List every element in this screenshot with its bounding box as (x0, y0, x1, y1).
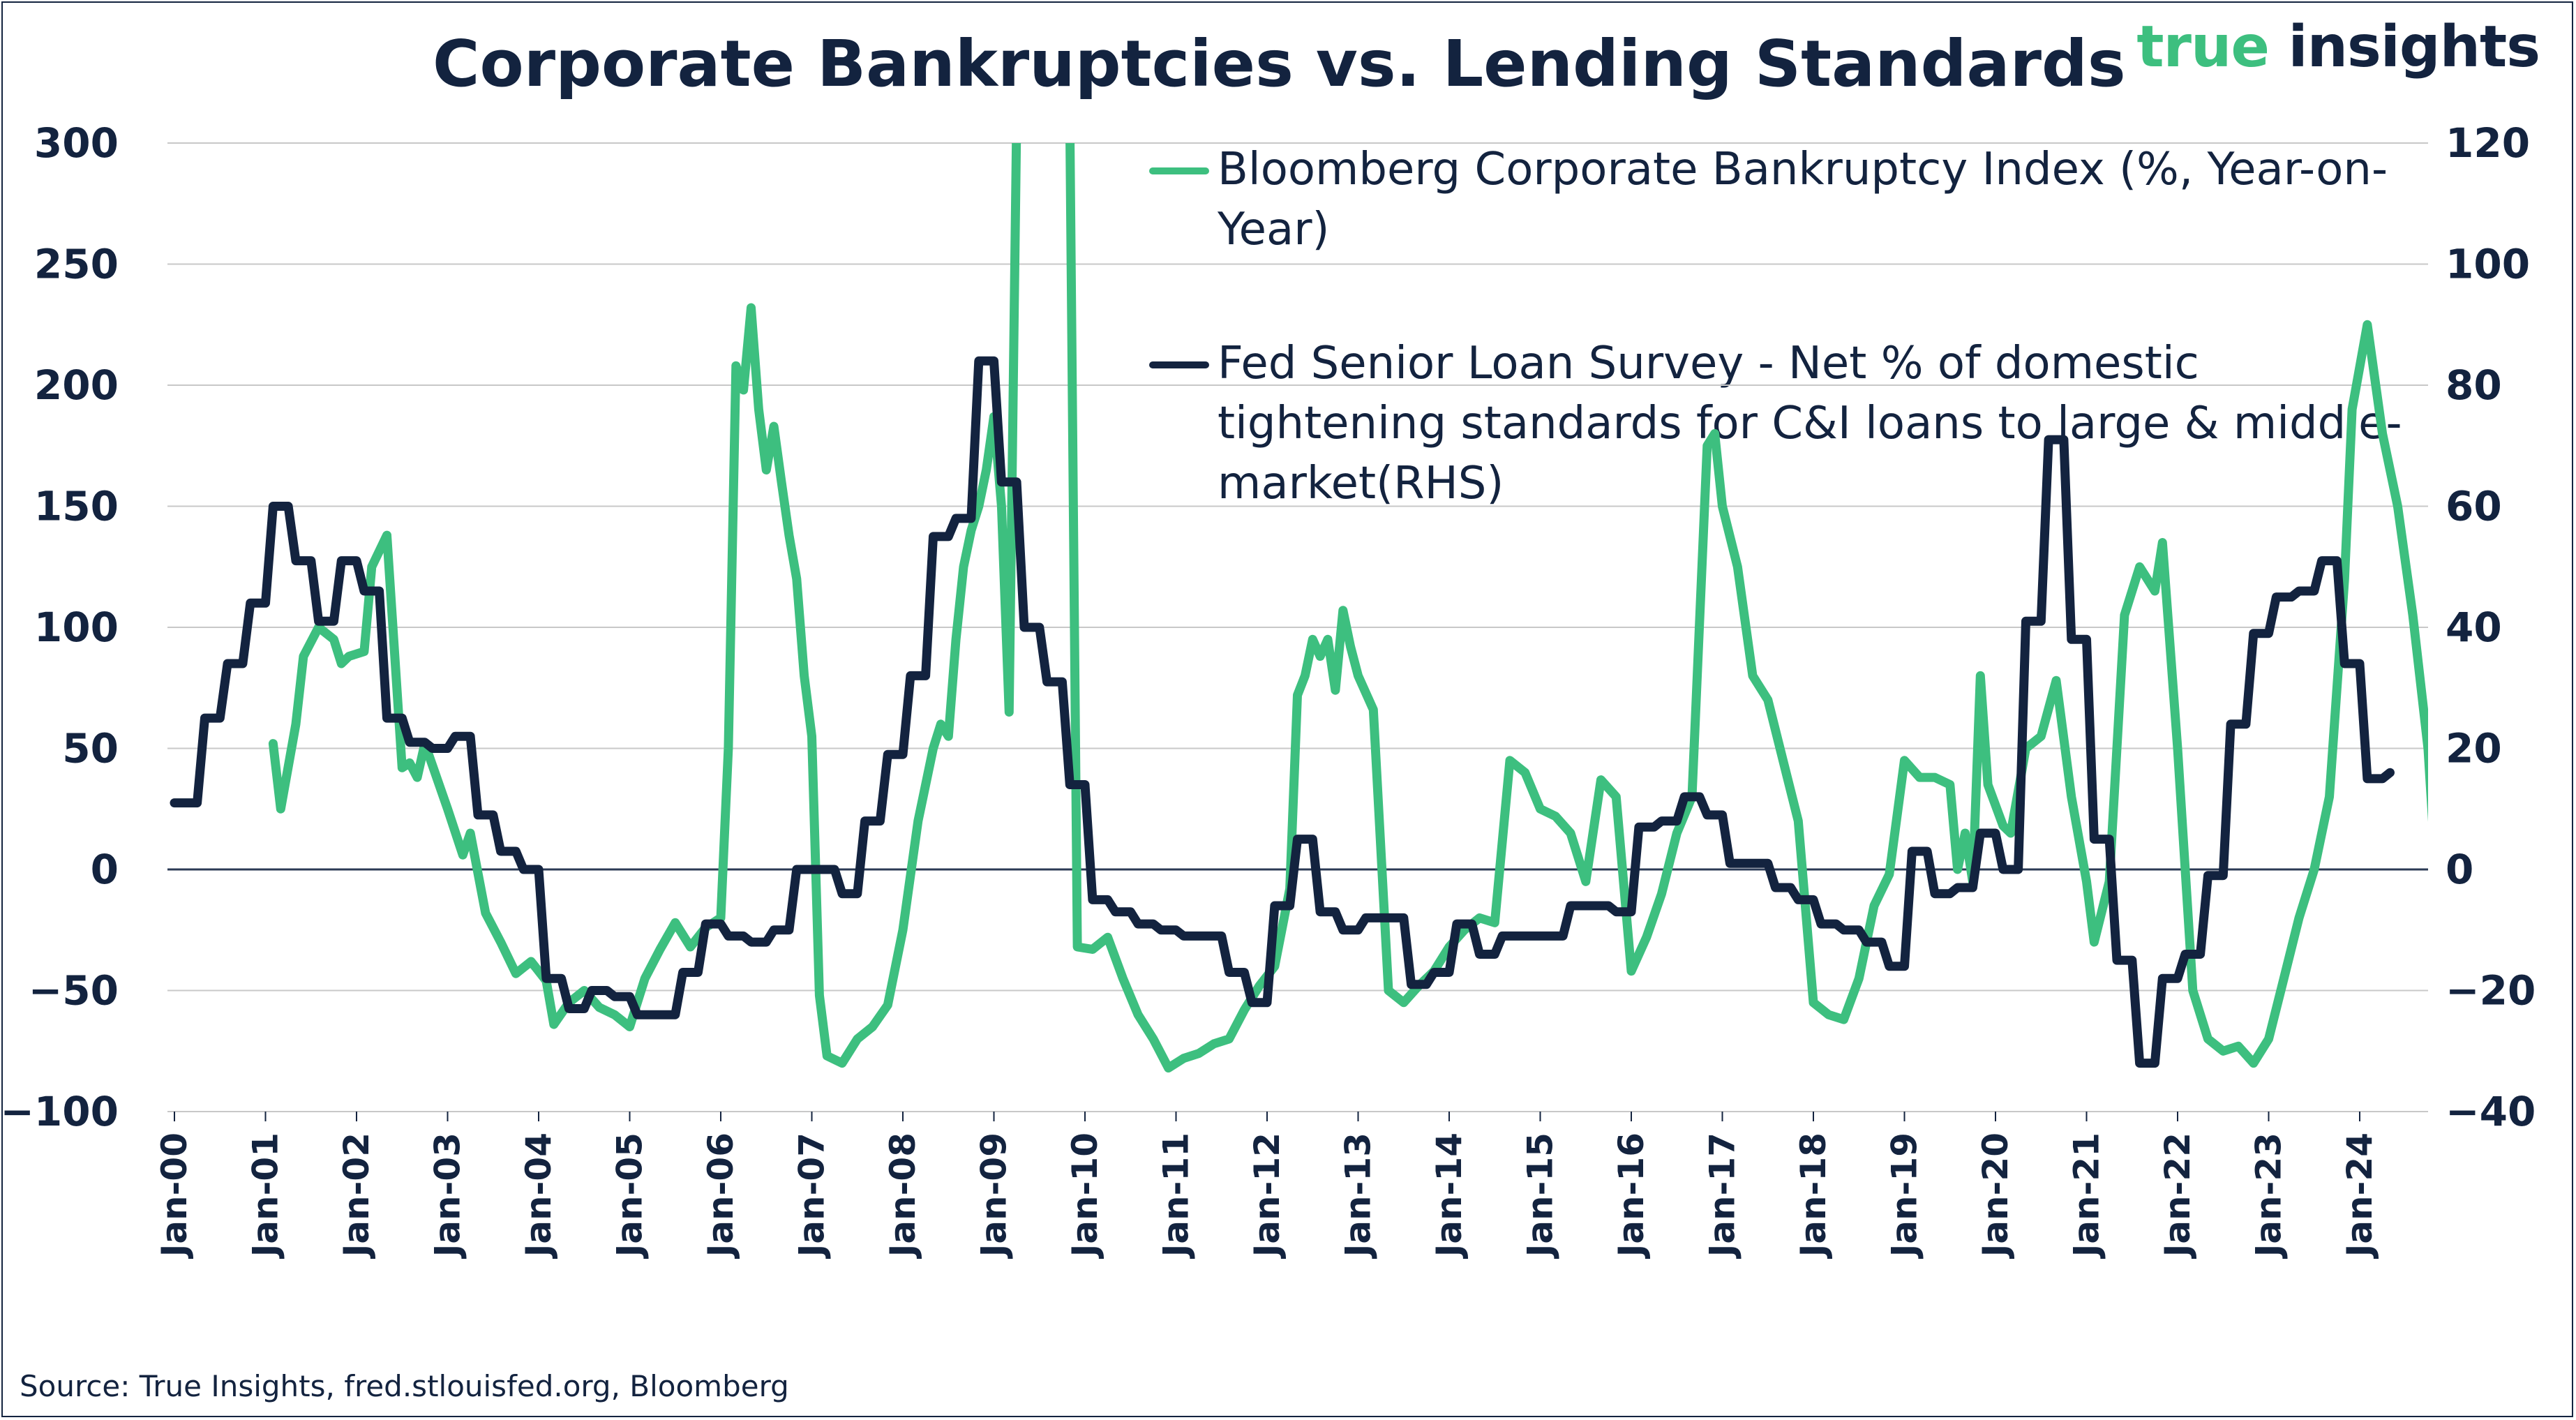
x-tick-label: Jan-23 (2249, 1133, 2289, 1259)
legend-label-loan: Fed Senior Loan Survey - Net % of domest… (1218, 338, 2402, 509)
x-tick-label: Jan-16 (1611, 1133, 1652, 1259)
x-tick-label: Jan-13 (1338, 1133, 1379, 1259)
series-line-loan-survey (170, 356, 2395, 1068)
y-right-tick-label: −20 (2446, 967, 2536, 1015)
y-right-tick-label: 60 (2446, 483, 2502, 530)
y-right-tick-label: 20 (2446, 725, 2502, 772)
legend-bankruptcy: Bloomberg Corporate Bankruptcy Index (%,… (1149, 140, 2453, 260)
x-tick-label: Jan-17 (1702, 1133, 1743, 1259)
y-left-tick-label: 200 (34, 361, 119, 409)
x-tick-label: Jan-11 (1156, 1133, 1197, 1259)
x-tick-label: Jan-18 (1793, 1133, 1834, 1259)
x-tick-label: Jan-15 (1520, 1133, 1561, 1259)
y-left-tick-label: 0 (91, 846, 119, 893)
x-tick-label: Jan-10 (1065, 1133, 1105, 1259)
x-tick-label: Jan-02 (336, 1133, 377, 1259)
y-right-tick-label: 40 (2446, 604, 2502, 651)
x-tick-label: Jan-24 (2339, 1133, 2380, 1259)
legend-swatch-bankruptcy (1149, 167, 1209, 174)
y-left-tick-label: 100 (34, 604, 119, 651)
y-left-tick-label: −50 (29, 967, 119, 1015)
y-right-tick-label: 100 (2446, 241, 2530, 288)
x-tick-label: Jan-01 (246, 1133, 286, 1259)
y-right-tick-label: −40 (2446, 1088, 2536, 1135)
chart-title: Corporate Bankruptcies vs. Lending Stand… (433, 27, 2126, 101)
y-left-tick-label: 250 (34, 241, 119, 288)
x-tick-label: Jan-12 (1247, 1133, 1287, 1259)
x-tick-label: Jan-22 (2157, 1133, 2198, 1259)
x-tick-label: Jan-04 (518, 1133, 559, 1259)
brand-logo-part2: insights (2288, 14, 2540, 80)
brand-logo-part1: true (2136, 14, 2270, 80)
x-tick-label: Jan-08 (883, 1133, 923, 1259)
x-tick-label: Jan-09 (974, 1133, 1014, 1259)
brand-logo: true insights (2136, 14, 2540, 80)
x-tick-label: Jan-05 (610, 1133, 650, 1259)
y-left-tick-label: 50 (62, 725, 119, 772)
x-tick-label: Jan-14 (1429, 1133, 1469, 1259)
legend-loan: Fed Senior Loan Survey - Net % of domest… (1149, 334, 2411, 514)
legend-label-bankruptcy: Bloomberg Corporate Bankruptcy Index (%,… (1218, 144, 2388, 255)
x-tick-label: Jan-19 (1885, 1133, 1925, 1259)
y-right-tick-label: 80 (2446, 361, 2502, 409)
source-note: Source: True Insights, fred.stlouisfed.o… (20, 1369, 789, 1403)
x-tick-label: Jan-03 (428, 1133, 468, 1259)
x-tick-label: Jan-06 (701, 1133, 741, 1259)
y-right-tick-label: 0 (2446, 846, 2473, 893)
x-tick-label: Jan-20 (1975, 1133, 2016, 1259)
y-right-tick-label: 120 (2446, 119, 2530, 167)
x-tick-label: Jan-21 (2067, 1133, 2107, 1259)
x-tick-label: Jan-00 (154, 1133, 195, 1259)
y-left-tick-label: 300 (34, 119, 119, 167)
y-left-tick-label: 150 (34, 483, 119, 530)
series-line-bankruptcy (268, 143, 2428, 1073)
y-left-tick-label: −100 (0, 1088, 119, 1135)
legend-swatch-loan (1149, 361, 1209, 368)
x-tick-label: Jan-07 (792, 1133, 832, 1259)
